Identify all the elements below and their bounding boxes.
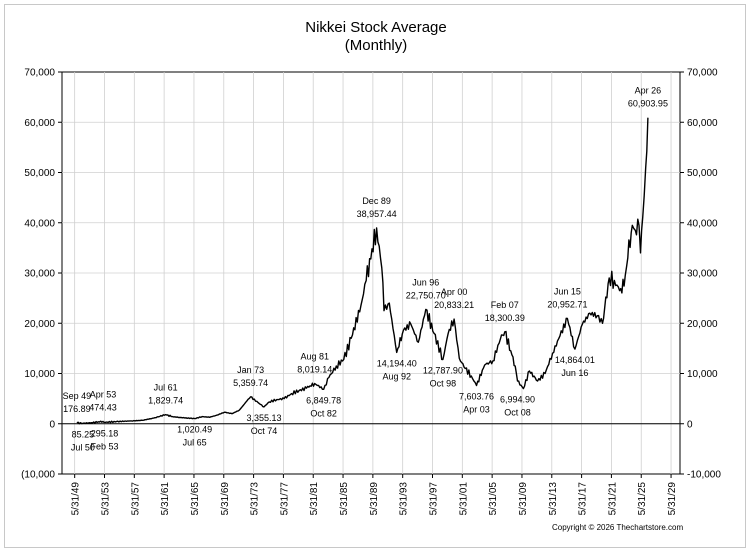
copyright-text: Copyright © 2026 Thechartstore.com <box>552 523 684 532</box>
chart-frame <box>4 4 746 548</box>
chart-title: Nikkei Stock Average <box>305 19 447 36</box>
chart-subtitle: (Monthly) <box>344 37 408 54</box>
